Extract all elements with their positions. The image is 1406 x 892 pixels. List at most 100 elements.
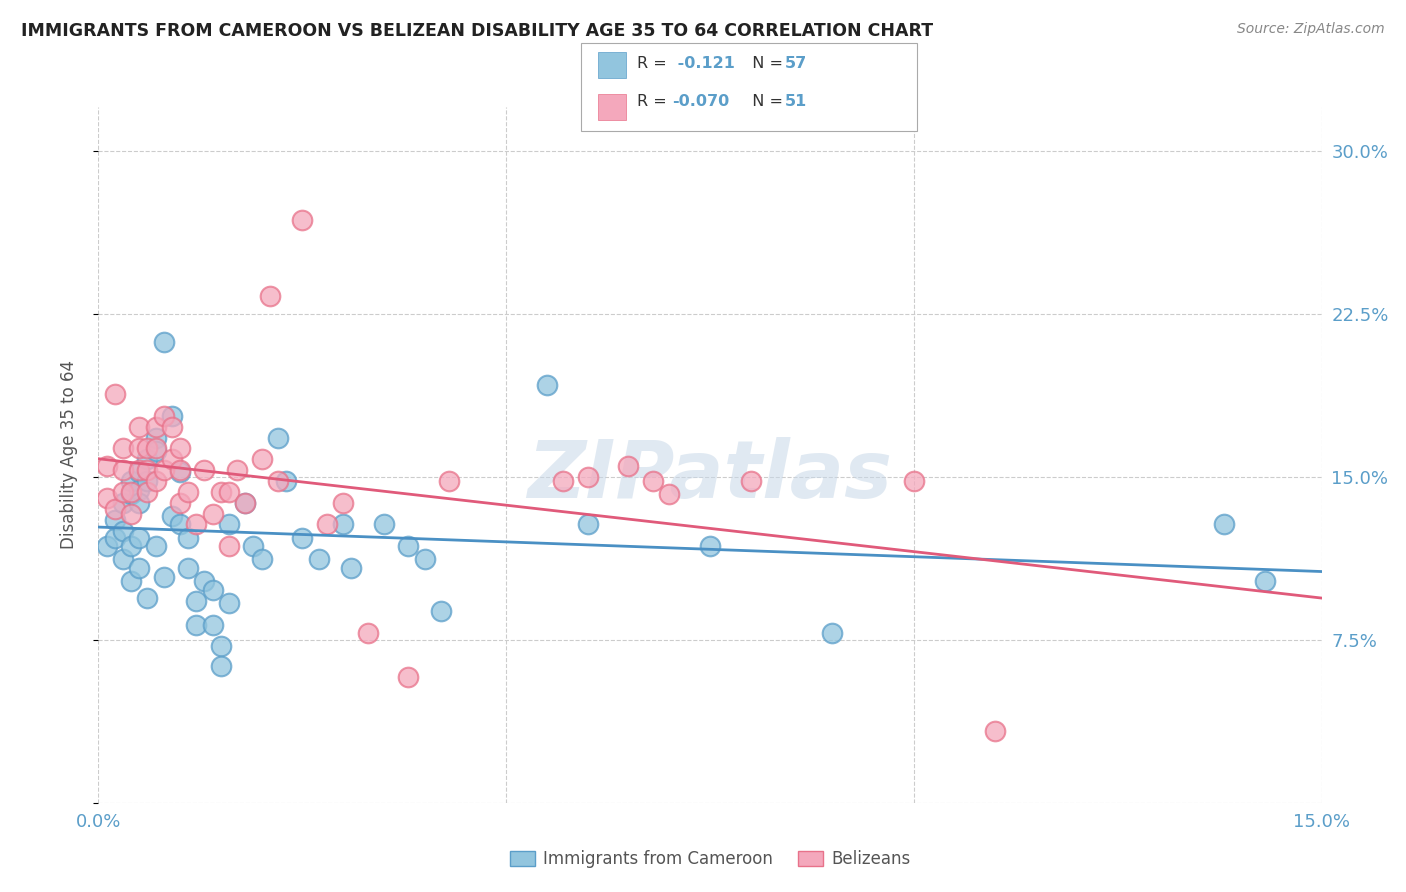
Point	[740, 474, 762, 488]
Point	[96, 491, 118, 506]
Point	[104, 513, 127, 527]
Point	[259, 289, 281, 303]
Text: IMMIGRANTS FROM CAMEROON VS BELIZEAN DISABILITY AGE 35 TO 64 CORRELATION CHART: IMMIGRANTS FROM CAMEROON VS BELIZEAN DIS…	[21, 22, 934, 40]
Point	[145, 474, 167, 488]
Point	[169, 466, 191, 480]
Point	[120, 474, 142, 488]
Point	[218, 484, 240, 499]
Point	[136, 474, 159, 488]
Point	[160, 452, 183, 467]
Point	[1253, 574, 1275, 588]
Point	[120, 487, 142, 501]
Point	[226, 463, 249, 477]
Text: -0.121: -0.121	[672, 56, 735, 71]
Point	[145, 419, 167, 434]
Point	[169, 463, 191, 477]
Point	[413, 552, 436, 566]
Point	[169, 496, 191, 510]
Point	[209, 658, 232, 673]
Point	[136, 463, 159, 477]
Point	[274, 474, 297, 488]
Point	[128, 442, 150, 456]
Point	[332, 496, 354, 510]
Point	[152, 334, 174, 349]
Point	[356, 626, 378, 640]
Point	[658, 487, 681, 501]
Point	[111, 552, 134, 566]
Point	[186, 617, 208, 632]
Point	[111, 463, 134, 477]
Text: -0.070: -0.070	[672, 94, 730, 109]
Point	[128, 531, 150, 545]
Point	[145, 442, 167, 456]
Point	[209, 484, 232, 499]
Point	[128, 496, 150, 510]
Point	[308, 552, 330, 566]
Point	[111, 524, 134, 538]
Point	[193, 574, 215, 588]
Point	[177, 484, 200, 499]
Point	[340, 561, 363, 575]
Point	[576, 517, 599, 532]
Point	[169, 442, 191, 456]
Text: 57: 57	[785, 56, 807, 71]
Point	[111, 496, 134, 510]
Point	[699, 539, 721, 553]
Point	[396, 539, 419, 553]
Point	[128, 561, 150, 575]
Point	[430, 605, 453, 619]
Point	[201, 507, 224, 521]
Point	[160, 508, 183, 523]
Point	[218, 596, 240, 610]
Point	[201, 617, 224, 632]
Point	[111, 484, 134, 499]
Point	[209, 639, 232, 653]
Text: 51: 51	[785, 94, 807, 109]
Point	[267, 431, 290, 445]
Point	[291, 213, 314, 227]
Point	[267, 474, 290, 488]
Point	[128, 419, 150, 434]
Point	[201, 582, 224, 597]
Point	[136, 484, 159, 499]
Point	[186, 593, 208, 607]
Point	[120, 484, 142, 499]
Point	[536, 378, 558, 392]
Point	[373, 517, 395, 532]
Point	[145, 539, 167, 553]
Point	[186, 517, 208, 532]
Legend: Immigrants from Cameroon, Belizeans: Immigrants from Cameroon, Belizeans	[503, 843, 917, 874]
Point	[152, 570, 174, 584]
Point	[104, 502, 127, 516]
Point	[218, 539, 240, 553]
Point	[160, 419, 183, 434]
Point	[120, 574, 142, 588]
Point	[250, 552, 273, 566]
Point	[437, 474, 460, 488]
Point	[128, 463, 150, 477]
Point	[315, 517, 337, 532]
Point	[193, 463, 215, 477]
Point	[136, 452, 159, 467]
Point	[903, 474, 925, 488]
Point	[576, 469, 599, 483]
Point	[136, 442, 159, 456]
Point	[396, 670, 419, 684]
Point	[641, 474, 664, 488]
Point	[1212, 517, 1234, 532]
Point	[96, 539, 118, 553]
Point	[821, 626, 844, 640]
Point	[136, 591, 159, 606]
Point	[145, 431, 167, 445]
Point	[250, 452, 273, 467]
Point	[111, 442, 134, 456]
Point	[984, 724, 1007, 739]
Point	[145, 443, 167, 458]
Point	[128, 466, 150, 480]
Point	[553, 474, 575, 488]
Point	[177, 531, 200, 545]
Text: ZIPatlas: ZIPatlas	[527, 437, 893, 515]
Point	[160, 409, 183, 423]
Point	[233, 496, 256, 510]
Point	[332, 517, 354, 532]
